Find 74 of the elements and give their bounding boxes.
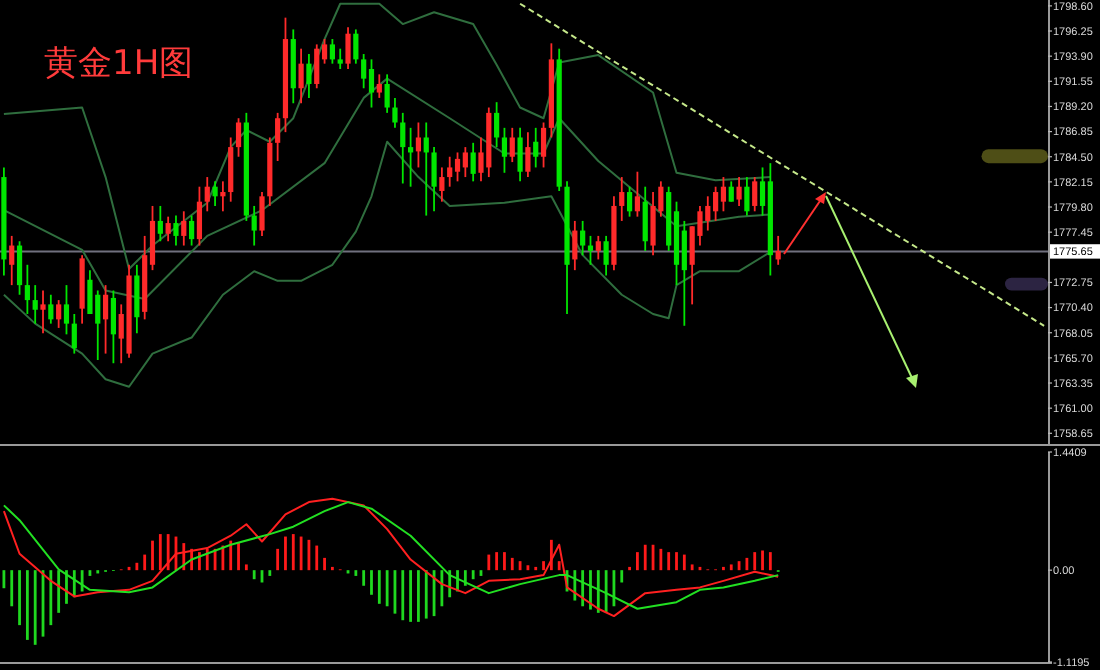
candlestick: [134, 263, 140, 335]
candlestick: [713, 185, 719, 222]
line-series: [2, 77, 772, 301]
candlestick: [48, 293, 54, 325]
candlestick: [235, 117, 242, 158]
candlestick: [275, 111, 281, 162]
candlestick: [63, 284, 70, 336]
candlestick: [533, 126, 539, 169]
candlestick: [56, 299, 62, 329]
candlestick: [580, 220, 586, 257]
candlestick: [212, 180, 218, 207]
candlestick: [736, 176, 742, 207]
candlestick: [626, 185, 633, 218]
candlestick: [181, 210, 187, 247]
candlestick: [525, 131, 531, 178]
candlestick: [540, 121, 547, 169]
candlestick: [337, 47, 343, 70]
candlestick: [454, 151, 461, 183]
candlestick: [259, 191, 265, 237]
candlestick: [650, 191, 656, 257]
candlestick: [345, 26, 351, 70]
candlestick: [110, 289, 116, 365]
candlestick: [71, 313, 77, 355]
candlestick: [204, 176, 210, 213]
candlestick: [517, 126, 523, 183]
candlestick: [196, 185, 203, 247]
candlestick: [501, 126, 508, 174]
candlestick: [314, 43, 320, 90]
candlestick: [572, 220, 578, 272]
candlestick: [728, 180, 734, 203]
candlestick: [494, 101, 500, 149]
candlestick: [509, 126, 515, 163]
candlestick: [220, 180, 226, 213]
candlestick: [384, 73, 390, 114]
candlestick: [603, 235, 609, 277]
line-series: [2, 2, 772, 271]
candlestick: [251, 205, 257, 247]
candlestick: [9, 235, 15, 287]
candlestick: [431, 146, 437, 213]
candlestick: [102, 284, 109, 355]
candlestick: [415, 121, 422, 169]
candlestick: [329, 38, 335, 65]
candlestick: [228, 136, 234, 203]
candlestick: [400, 111, 406, 185]
candlestick: [447, 155, 453, 188]
text: 黄金1H图: [44, 44, 194, 84]
candlestick: [165, 215, 171, 243]
line-series: [2, 140, 772, 388]
candlestick: [634, 170, 640, 218]
candlestick: [752, 176, 758, 213]
candlestick: [32, 284, 38, 325]
candlestick: [470, 141, 476, 183]
candlestick: [298, 47, 304, 105]
candlestick: [439, 166, 445, 203]
candlestick: [189, 214, 195, 247]
candlestick: [619, 176, 625, 222]
candlestick: [368, 58, 375, 109]
candlestick: [595, 235, 601, 261]
candlestick: [392, 96, 398, 129]
candlestick: [24, 263, 30, 315]
candlestick: [642, 185, 648, 252]
candlestick: [353, 28, 359, 65]
candlestick: [462, 146, 468, 178]
candlestick: [376, 73, 382, 99]
candlestick: [16, 240, 23, 296]
candlestick: [720, 176, 727, 213]
candlestick: [40, 289, 46, 335]
candlestick: [744, 176, 750, 217]
candlestick: [157, 205, 163, 243]
candlestick: [705, 195, 711, 232]
candlestick: [306, 53, 312, 99]
candlestick: [173, 214, 179, 247]
candlestick: [361, 53, 367, 90]
candlestick: [423, 121, 429, 217]
